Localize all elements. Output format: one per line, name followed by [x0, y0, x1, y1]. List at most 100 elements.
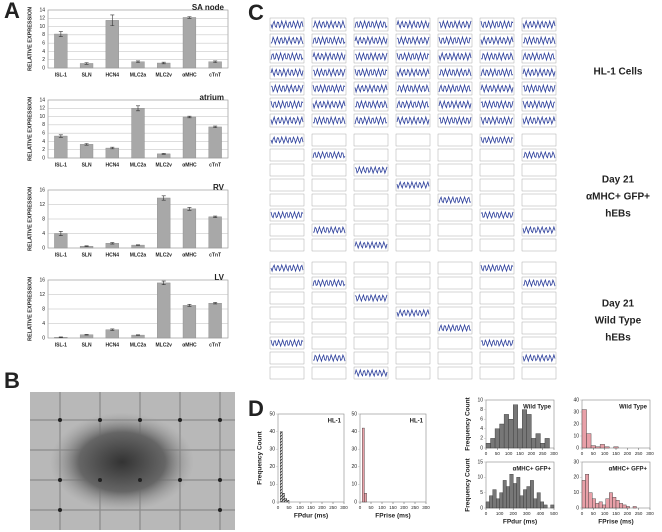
histogram-bar — [516, 477, 521, 509]
y-tick-label: 4 — [42, 139, 45, 145]
histogram-bar — [499, 423, 505, 449]
trace-box — [521, 306, 557, 320]
x-axis-label: FPdur (ms) — [294, 513, 328, 520]
bar — [79, 144, 94, 159]
trace-box — [353, 65, 389, 80]
trace — [354, 293, 388, 303]
y-tick-label: 20 — [573, 475, 579, 481]
trace — [313, 353, 346, 363]
y-tick-label: 20 — [351, 464, 357, 470]
histogram-bar — [613, 446, 619, 449]
trace-box — [479, 163, 515, 177]
x-tick-label: 0 — [581, 451, 584, 456]
y-axis-label: RELATIVE EXPRESSION — [27, 97, 33, 161]
x-tick-label: 50 — [286, 505, 292, 510]
error-bar — [213, 215, 218, 218]
trace-box — [311, 81, 347, 96]
x-tick-label: cTnT — [209, 72, 221, 78]
trace — [396, 99, 430, 110]
y-tick-label: 2 — [480, 436, 483, 442]
trace — [480, 338, 514, 348]
x-tick-label: 250 — [635, 451, 643, 456]
error-bar — [161, 195, 166, 201]
trace-box — [395, 33, 431, 48]
y-tick-label: 50 — [351, 411, 357, 417]
trace — [270, 135, 304, 145]
x-tick-label: 200 — [624, 511, 632, 516]
x-tick-label: SLN — [82, 162, 92, 168]
trace-box — [521, 178, 557, 192]
mea-image — [30, 392, 235, 530]
group-label: αMHC+ GFP+ — [586, 192, 650, 203]
trace-box — [479, 17, 515, 32]
trace — [480, 67, 514, 78]
x-tick-label: 50 — [368, 505, 374, 510]
trace-box — [437, 351, 473, 365]
x-tick-label: SLN — [82, 342, 92, 348]
trace-box — [479, 351, 515, 365]
trace-box — [479, 178, 515, 192]
trace — [312, 35, 346, 46]
trace — [396, 308, 430, 318]
trace-box — [311, 178, 347, 192]
trace-box — [395, 261, 431, 275]
trace — [438, 19, 472, 30]
trace-box — [395, 291, 431, 305]
trace — [480, 99, 514, 110]
annotation: HL-1 — [410, 419, 424, 425]
histogram-bar — [509, 474, 514, 509]
trace — [270, 99, 304, 110]
trace-box — [395, 238, 431, 252]
trace — [480, 19, 514, 30]
y-tick-label: 20 — [573, 421, 579, 427]
x-tick-label: 100 — [601, 511, 609, 516]
trace-box — [521, 193, 557, 207]
trace — [270, 51, 304, 62]
trace-box — [437, 208, 473, 222]
histogram-bar — [595, 446, 601, 449]
x-tick-label: MLC2a — [130, 252, 147, 258]
panel-label: A — [4, 0, 20, 23]
y-tick-label: 8 — [42, 32, 45, 38]
x-tick-label: MLC2v — [156, 162, 173, 168]
trace-box — [395, 276, 431, 290]
trace-box — [311, 351, 347, 365]
histogram-bar — [494, 428, 500, 449]
trace — [354, 83, 388, 94]
annotation: Wild Type — [619, 405, 647, 411]
histogram-bar — [496, 498, 500, 509]
y-tick-label: 6 — [42, 130, 45, 136]
trace-box — [269, 238, 305, 252]
histogram-bar — [523, 489, 528, 509]
trace-box — [353, 163, 389, 177]
error-bar — [84, 143, 89, 146]
y-tick-label: 10 — [573, 433, 579, 439]
y-tick-label: 0 — [272, 499, 275, 505]
x-tick-label: ISL-1 — [55, 342, 67, 348]
y-tick-label: 12 — [39, 106, 45, 112]
bar-chart: 0 2 4 6 8 10 12 14 RELATIVE EXPRESSION atrium ISL-… — [27, 93, 229, 168]
annotation: Wild Type — [523, 405, 551, 411]
trace-box — [269, 223, 305, 237]
y-tick-label: 4 — [42, 231, 45, 237]
x-tick-label: 100 — [601, 451, 609, 456]
error-bar — [136, 60, 140, 63]
plot-area — [359, 413, 427, 503]
trace — [480, 135, 514, 145]
trace — [312, 19, 346, 30]
error-bar — [161, 61, 166, 65]
x-tick-label: 250 — [329, 505, 337, 510]
trace-box — [353, 336, 389, 350]
error-bar — [110, 146, 115, 150]
trace-box — [479, 366, 515, 380]
x-tick-label: 500 — [550, 511, 558, 516]
x-tick-label: MLC2a — [130, 72, 147, 78]
trace-box — [479, 306, 515, 320]
trace-box — [269, 193, 305, 207]
x-tick-label: 300 — [523, 511, 531, 516]
y-tick-label: 10 — [269, 482, 275, 488]
y-tick-label: 30 — [351, 447, 357, 453]
trace — [354, 115, 388, 126]
trace-box — [269, 33, 305, 48]
error-bar — [187, 115, 192, 119]
